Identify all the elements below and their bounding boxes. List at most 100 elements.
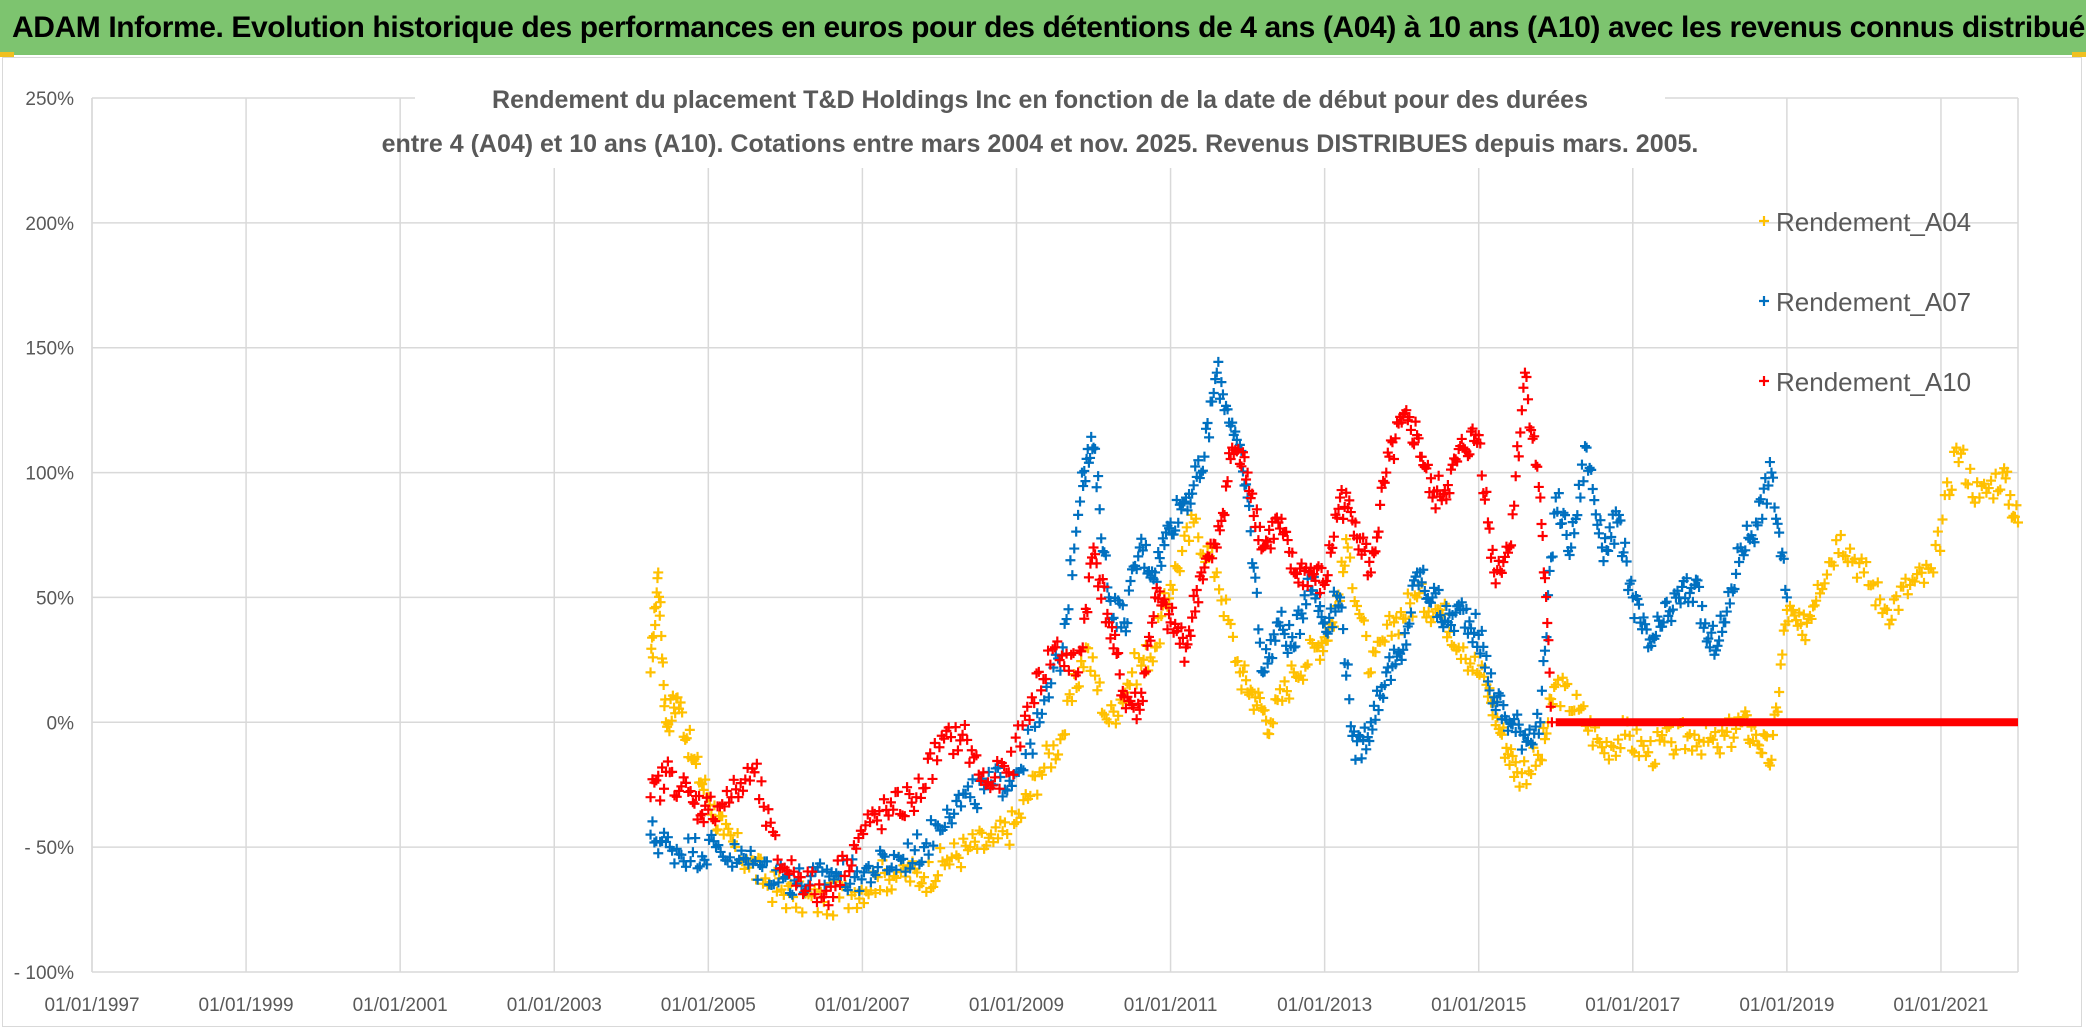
data-point — [828, 892, 839, 903]
data-point — [1696, 749, 1707, 760]
data-point — [1133, 653, 1144, 664]
data-point — [1209, 572, 1220, 583]
data-point — [1018, 765, 1029, 776]
data-point — [754, 794, 765, 805]
x-tick-label: 01/01/2021 — [1893, 995, 1988, 1016]
data-point — [1237, 666, 1248, 677]
data-point — [1772, 706, 1783, 717]
data-point — [1140, 539, 1151, 550]
data-point — [1061, 614, 1072, 625]
data-point — [817, 866, 828, 877]
data-point — [1114, 669, 1125, 680]
data-point — [1476, 470, 1487, 481]
data-point — [697, 808, 708, 819]
data-point — [1599, 748, 1610, 759]
data-point — [1085, 665, 1096, 676]
data-point — [1386, 630, 1397, 641]
data-point — [1509, 500, 1520, 511]
data-point — [1657, 621, 1668, 632]
title-background — [415, 86, 1665, 168]
data-point — [1538, 723, 1549, 734]
data-point — [1193, 532, 1204, 543]
data-point — [858, 898, 869, 909]
data-point — [1479, 662, 1490, 673]
data-point — [1587, 483, 1598, 494]
data-point — [1464, 616, 1475, 627]
data-point — [1891, 591, 1902, 602]
data-point — [667, 766, 678, 777]
data-point — [1251, 587, 1262, 598]
data-point — [1729, 583, 1740, 594]
data-point — [1083, 572, 1094, 583]
data-point — [1893, 604, 1904, 615]
data-point — [1606, 531, 1617, 542]
data-point — [953, 852, 964, 863]
data-point — [1405, 424, 1416, 435]
data-point — [805, 880, 816, 891]
data-point — [1197, 465, 1208, 476]
data-point — [1208, 387, 1219, 398]
data-point — [1221, 594, 1232, 605]
data-point — [1393, 646, 1404, 657]
data-point — [1087, 652, 1098, 663]
data-point — [1764, 457, 1775, 468]
data-point — [652, 573, 663, 584]
data-point — [1562, 679, 1573, 690]
data-point — [1253, 624, 1264, 635]
data-point — [695, 810, 706, 821]
data-point — [883, 810, 894, 821]
data-point — [1556, 518, 1567, 529]
data-point — [684, 724, 695, 735]
data-point — [1521, 779, 1532, 790]
data-point — [1036, 708, 1047, 719]
data-point — [1390, 433, 1401, 444]
data-point — [1510, 471, 1521, 482]
data-point — [1052, 636, 1063, 647]
data-point — [647, 632, 658, 643]
data-point — [1401, 639, 1412, 650]
data-point — [1029, 721, 1040, 732]
data-point — [732, 828, 743, 839]
data-point — [1529, 431, 1540, 442]
data-point — [1501, 742, 1512, 753]
data-point — [1259, 666, 1270, 677]
data-point — [1338, 567, 1349, 578]
data-point — [858, 829, 869, 840]
data-point — [1063, 604, 1074, 615]
data-point — [1302, 581, 1313, 592]
data-point — [1682, 731, 1693, 742]
data-point — [1065, 555, 1076, 566]
data-point — [1282, 535, 1293, 546]
data-point — [1068, 648, 1079, 659]
data-point — [969, 752, 980, 763]
data-point — [1006, 746, 1017, 757]
data-point — [1182, 505, 1193, 516]
data-point — [1232, 656, 1243, 667]
data-point — [1492, 712, 1503, 723]
data-point — [757, 862, 768, 873]
data-point — [786, 855, 797, 866]
data-point — [906, 797, 917, 808]
data-point — [1264, 524, 1275, 535]
data-point — [1001, 767, 1012, 778]
data-point — [823, 900, 834, 911]
data-point — [932, 870, 943, 881]
data-point — [1120, 626, 1131, 637]
data-point — [1353, 544, 1364, 555]
data-point — [814, 879, 825, 890]
data-point — [1225, 618, 1236, 629]
data-point — [1561, 529, 1572, 540]
data-point — [1091, 482, 1102, 493]
legend-label: Rendement_A07 — [1776, 287, 1971, 317]
data-point — [1241, 474, 1252, 485]
data-point — [1110, 629, 1121, 640]
data-point — [1247, 488, 1258, 499]
data-point — [1694, 581, 1705, 592]
y-tick-label: 0% — [47, 713, 75, 734]
data-point — [1335, 492, 1346, 503]
data-point — [1962, 479, 1973, 490]
data-point — [1185, 630, 1196, 641]
data-point — [1819, 578, 1830, 589]
data-point — [1470, 608, 1481, 619]
legend: Rendement_A04 Rendement_A07 Rendement_A10 — [1759, 207, 1971, 397]
